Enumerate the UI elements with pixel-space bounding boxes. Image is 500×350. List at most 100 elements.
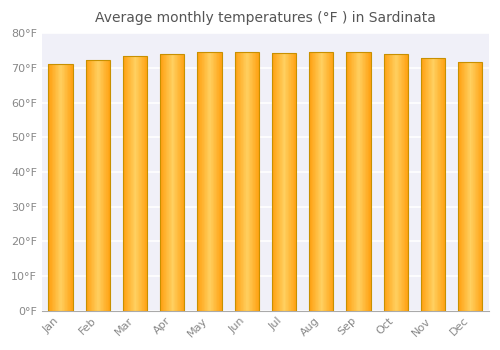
Bar <box>245 52 246 310</box>
Bar <box>361 51 362 310</box>
Bar <box>462 62 463 310</box>
Bar <box>440 58 441 310</box>
Bar <box>439 58 440 310</box>
Bar <box>435 58 436 310</box>
Bar <box>311 51 312 310</box>
Bar <box>459 62 460 310</box>
Bar <box>395 54 396 310</box>
Bar <box>234 52 236 310</box>
Bar <box>434 58 435 310</box>
Bar <box>402 54 403 310</box>
Bar <box>242 52 243 310</box>
Bar <box>427 58 428 310</box>
Bar <box>441 58 442 310</box>
Bar <box>360 51 361 310</box>
Bar <box>444 58 445 310</box>
Bar <box>393 54 394 310</box>
Bar <box>50 64 51 310</box>
Bar <box>352 51 353 310</box>
Bar <box>346 51 370 310</box>
Bar <box>87 60 88 310</box>
Bar <box>367 51 368 310</box>
Bar <box>56 64 57 310</box>
Bar <box>480 62 481 310</box>
Bar <box>421 58 422 310</box>
Bar <box>469 62 470 310</box>
Bar <box>471 62 472 310</box>
Bar <box>442 58 444 310</box>
Bar <box>396 54 397 310</box>
Title: Average monthly temperatures (°F ) in Sardinata: Average monthly temperatures (°F ) in Sa… <box>95 11 436 25</box>
Bar <box>354 51 355 310</box>
Bar <box>123 56 124 310</box>
Bar <box>363 51 364 310</box>
Bar <box>198 52 222 310</box>
Bar <box>105 60 106 310</box>
Bar <box>127 56 128 310</box>
Bar <box>137 56 138 310</box>
Bar <box>52 64 54 310</box>
Bar <box>59 64 60 310</box>
Bar <box>247 52 248 310</box>
Bar <box>128 56 129 310</box>
Bar <box>385 54 386 310</box>
Bar <box>315 51 316 310</box>
Bar <box>366 51 367 310</box>
Bar <box>358 51 359 310</box>
Bar <box>275 53 276 310</box>
Bar <box>369 51 370 310</box>
Bar <box>257 52 258 310</box>
Bar <box>220 52 221 310</box>
Bar <box>217 52 218 310</box>
Bar <box>142 56 143 310</box>
Bar <box>215 52 216 310</box>
Bar <box>348 51 349 310</box>
Bar <box>218 52 219 310</box>
Bar <box>123 56 147 310</box>
Bar <box>108 60 110 310</box>
Bar <box>57 64 58 310</box>
Bar <box>221 52 222 310</box>
Bar <box>288 53 289 310</box>
Bar <box>125 56 126 310</box>
Bar <box>388 54 389 310</box>
Bar <box>284 53 286 310</box>
Bar <box>400 54 401 310</box>
Bar <box>356 51 358 310</box>
Bar <box>325 51 326 310</box>
Bar <box>258 52 259 310</box>
Bar <box>421 58 445 310</box>
Bar <box>89 60 90 310</box>
Bar <box>92 60 93 310</box>
Bar <box>429 58 430 310</box>
Bar <box>323 51 324 310</box>
Bar <box>346 51 347 310</box>
Bar <box>310 51 311 310</box>
Bar <box>277 53 278 310</box>
Bar <box>424 58 425 310</box>
Bar <box>249 52 250 310</box>
Bar <box>350 51 352 310</box>
Bar <box>49 64 50 310</box>
Bar <box>86 60 87 310</box>
Bar <box>244 52 245 310</box>
Bar <box>140 56 141 310</box>
Bar <box>326 51 328 310</box>
Bar <box>129 56 130 310</box>
Bar <box>481 62 482 310</box>
Bar <box>349 51 350 310</box>
Bar <box>278 53 279 310</box>
Bar <box>279 53 280 310</box>
Bar <box>145 56 146 310</box>
Bar <box>432 58 433 310</box>
Bar <box>212 52 213 310</box>
Bar <box>328 51 329 310</box>
Bar <box>398 54 399 310</box>
Bar <box>182 54 183 310</box>
Bar <box>234 52 259 310</box>
Bar <box>171 54 172 310</box>
Bar <box>478 62 480 310</box>
Bar <box>430 58 431 310</box>
Bar <box>248 52 249 310</box>
Bar <box>386 54 388 310</box>
